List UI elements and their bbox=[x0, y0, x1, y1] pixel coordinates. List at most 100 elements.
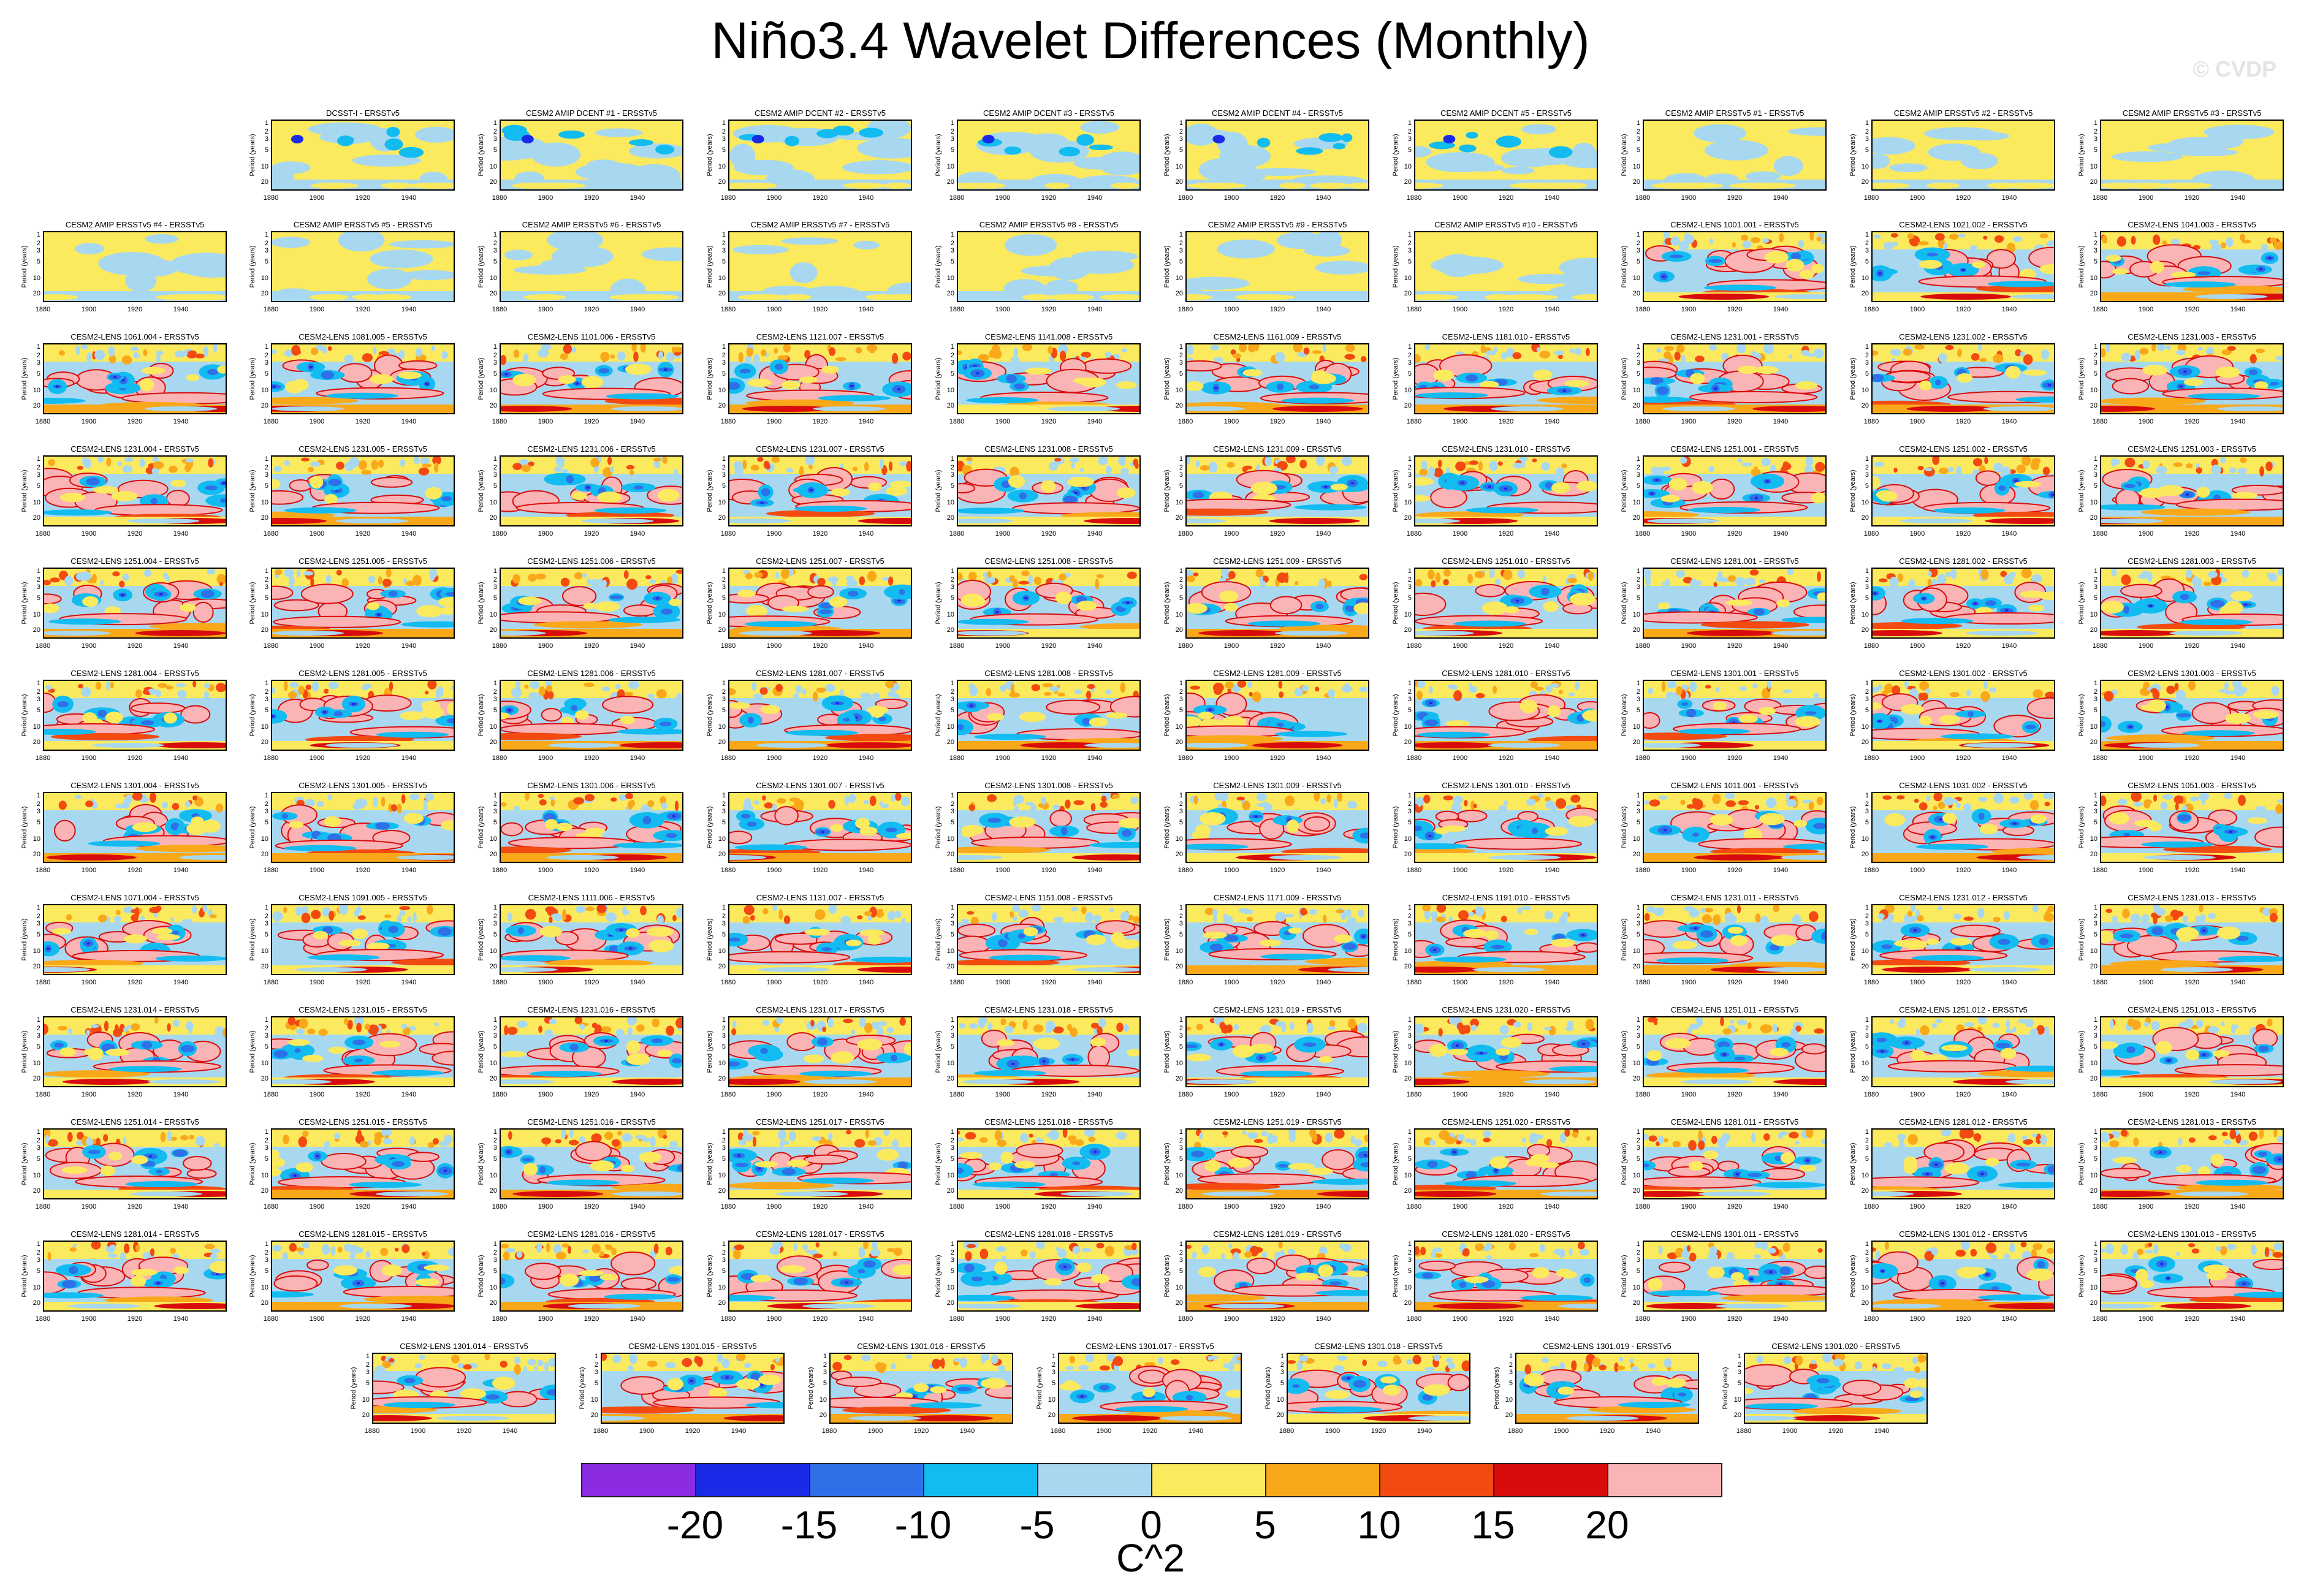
x-tick-label: 1880 bbox=[720, 306, 736, 313]
wavelet-contour-blob bbox=[1208, 709, 1212, 712]
y-tick-label: 2 bbox=[36, 912, 40, 920]
x-tick-label: 1900 bbox=[309, 642, 325, 650]
wavelet-contour-blob bbox=[969, 704, 973, 707]
wavelet-contour-blob bbox=[200, 590, 215, 598]
wavelet-contour-blob bbox=[2112, 378, 2150, 395]
x-tick-label: 1900 bbox=[1223, 418, 1239, 425]
panel-y-axis-label: Period (years) bbox=[706, 134, 713, 177]
wavelet-contour-blob bbox=[774, 806, 799, 826]
wavelet-contour-blob bbox=[67, 1028, 73, 1035]
y-tick-label: 5 bbox=[264, 594, 268, 602]
wavelet-contour-blob bbox=[1545, 685, 1553, 693]
wavelet-contour-blob bbox=[627, 294, 680, 300]
x-tick-label: 1900 bbox=[1452, 306, 1468, 313]
y-tick-label: 20 bbox=[946, 851, 954, 859]
x-tick-label: 1900 bbox=[309, 194, 325, 202]
x-tick-label: 1940 bbox=[173, 979, 189, 986]
wavelet-contour-blob bbox=[738, 183, 777, 189]
wavelet-plot-area bbox=[271, 1016, 455, 1087]
wavelet-contour-blob bbox=[1210, 344, 1220, 351]
x-tick-label: 1900 bbox=[1452, 979, 1468, 986]
y-tick-label: 5 bbox=[721, 1043, 726, 1051]
wavelet-contour-blob bbox=[799, 376, 818, 384]
y-tick-label: 10 bbox=[1861, 610, 1869, 618]
y-tick-label: 10 bbox=[261, 162, 268, 170]
wavelet-contour-blob bbox=[386, 126, 400, 137]
wavelet-contour-blob bbox=[760, 705, 780, 715]
x-tick-label: 1880 bbox=[1406, 194, 1422, 202]
wavelet-contour-blob bbox=[1070, 457, 1080, 463]
y-tick-label: 10 bbox=[718, 1059, 726, 1067]
wavelet-contour-blob bbox=[2134, 349, 2140, 361]
wavelet-contour-blob bbox=[1900, 704, 1924, 715]
x-tick-label: 1920 bbox=[1955, 306, 1971, 313]
y-tick-label: 2 bbox=[2093, 239, 2098, 247]
wavelet-contour-blob bbox=[1678, 240, 1689, 251]
wavelet-plot-area bbox=[957, 792, 1141, 863]
y-tick-label: 1 bbox=[1179, 455, 1183, 463]
wavelet-contour-blob bbox=[2221, 577, 2227, 583]
wavelet-contour-blob bbox=[561, 586, 597, 606]
wavelet-contour-blob bbox=[1515, 599, 1519, 602]
wavelet-contour-blob bbox=[821, 830, 825, 834]
y-tick-label: 1 bbox=[1865, 343, 1869, 351]
y-tick-label: 20 bbox=[1632, 851, 1640, 859]
x-tick-label: 1940 bbox=[2230, 194, 2246, 202]
wavelet-contour-blob bbox=[1099, 294, 1139, 300]
wavelet-contour-blob bbox=[401, 794, 406, 804]
wavelet-contour-blob bbox=[870, 705, 885, 718]
y-tick-label: 20 bbox=[261, 739, 268, 747]
wavelet-contour-blob bbox=[367, 268, 412, 290]
wavelet-contour-blob bbox=[1762, 238, 1770, 243]
wavelet-contour-blob bbox=[155, 955, 226, 962]
wavelet-contour-blob bbox=[2005, 365, 2021, 379]
wavelet-contour-blob bbox=[763, 908, 769, 915]
y-tick-label: 20 bbox=[489, 739, 497, 747]
wavelet-contour-blob bbox=[54, 1043, 64, 1048]
wavelet-contour-blob bbox=[1361, 935, 1366, 938]
y-tick-label: 5 bbox=[1865, 370, 1869, 378]
wavelet-plot-area bbox=[500, 792, 683, 863]
wavelet-contour-blob bbox=[624, 692, 634, 696]
wavelet-contour-blob bbox=[288, 576, 295, 587]
y-tick-label: 1 bbox=[1179, 791, 1183, 799]
wavelet-contour-blob bbox=[747, 716, 754, 724]
x-tick-label: 1920 bbox=[812, 194, 828, 202]
wavelet-contour-blob bbox=[1323, 485, 1328, 488]
wavelet-contour-blob bbox=[628, 139, 654, 146]
wavelet-contour-blob bbox=[1329, 466, 1339, 474]
wavelet-contour-blob bbox=[1110, 183, 1139, 189]
wavelet-contour-blob bbox=[1500, 916, 1507, 922]
wavelet-contour-blob bbox=[1753, 608, 1765, 615]
wavelet-contour-blob bbox=[359, 799, 368, 807]
wavelet-power-svg bbox=[44, 232, 226, 301]
wavelet-contour-blob bbox=[1687, 507, 1761, 514]
wavelet-contour-blob bbox=[327, 346, 332, 351]
panel-title: CESM2 AMIP ERSSTv5 #5 - ERSSTv5 bbox=[293, 220, 433, 229]
y-tick-label: 5 bbox=[1407, 146, 1412, 154]
wavelet-contour-blob bbox=[1979, 824, 1998, 835]
wavelet-plot-area bbox=[1871, 343, 2055, 414]
wavelet-contour-blob bbox=[1224, 602, 1238, 612]
y-tick-label: 1 bbox=[1865, 230, 1869, 238]
y-tick-label: 20 bbox=[261, 290, 268, 298]
wavelet-contour-blob bbox=[105, 1048, 130, 1057]
x-tick-label: 1940 bbox=[2001, 194, 2017, 202]
panel-title: CESM2-LENS 1181.010 - ERSSTv5 bbox=[1442, 332, 1570, 341]
wavelet-contour-blob bbox=[1765, 480, 1770, 483]
x-tick-label: 1940 bbox=[401, 754, 417, 762]
x-tick-label: 1900 bbox=[2138, 530, 2154, 538]
wavelet-contour-blob bbox=[1417, 731, 1490, 738]
wavelet-power-svg bbox=[1415, 905, 1597, 974]
wavelet-contour-blob bbox=[106, 457, 112, 467]
wavelet-contour-blob bbox=[1919, 802, 1928, 811]
wavelet-plot-area bbox=[1414, 792, 1598, 863]
x-tick-label: 1940 bbox=[1315, 867, 1331, 874]
wavelet-contour-blob bbox=[1013, 806, 1019, 811]
wavelet-contour-blob bbox=[991, 344, 1000, 354]
wavelet-contour-blob bbox=[2186, 463, 2193, 469]
wavelet-contour-blob bbox=[1295, 580, 1299, 586]
panel-title: CESM2-LENS 1251.001 - ERSSTv5 bbox=[1670, 444, 1799, 454]
wavelet-contour-blob bbox=[283, 681, 288, 691]
wavelet-contour-blob bbox=[1692, 832, 1700, 837]
